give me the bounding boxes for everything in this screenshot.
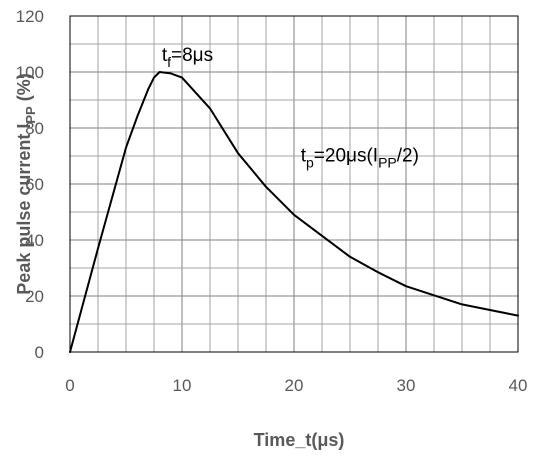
- y-tick-label: 60: [25, 175, 44, 194]
- y-tick-label: 40: [25, 231, 44, 250]
- y-tick-label: 120: [16, 7, 44, 26]
- annotation-tp-part: p: [306, 155, 314, 171]
- annotation-tf: tf=8μs: [162, 45, 213, 70]
- y-tick-label: 0: [35, 343, 44, 362]
- x-tick-label: 10: [173, 376, 192, 395]
- y-axis-title: Peak pulse current IPP (%): [14, 73, 38, 294]
- annotation-tp-part: PP: [378, 155, 397, 171]
- y-axis-title-tail: (%): [14, 73, 34, 106]
- annotation-tp-part: t: [301, 146, 307, 167]
- plot-area-frame: [69, 15, 519, 353]
- y-axis-title-base: Peak pulse current I: [14, 124, 34, 295]
- x-axis-title: Time_t(μs): [254, 430, 345, 450]
- y-tick-label: 20: [25, 287, 44, 306]
- x-tick-label: 40: [509, 376, 528, 395]
- y-axis-tick-labels: 0 20 40 60 80 100 120: [16, 7, 44, 362]
- annotation-tf-part: f: [167, 54, 171, 70]
- x-tick-label: 20: [285, 376, 304, 395]
- annotation-tp-part: /2): [397, 146, 419, 167]
- annotation-tf-part: t: [162, 45, 168, 66]
- y-axis-title-subscript: PP: [23, 106, 38, 124]
- annotation-tf-part: =8μs: [171, 45, 213, 66]
- series-line: [69, 71, 519, 353]
- y-tick-label: 80: [25, 119, 44, 138]
- annotation-tp-part: =20μs(I: [314, 146, 378, 167]
- x-tick-label: 0: [65, 376, 74, 395]
- grid-lines: [70, 16, 518, 352]
- y-tick-label: 100: [16, 63, 44, 82]
- x-axis-tick-labels: 0 10 20 30 40: [65, 376, 527, 395]
- x-tick-label: 30: [397, 376, 416, 395]
- annotation-tp: tp=20μs(IPP/2): [301, 146, 419, 171]
